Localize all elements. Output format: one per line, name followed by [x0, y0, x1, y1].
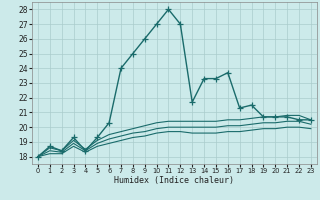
X-axis label: Humidex (Indice chaleur): Humidex (Indice chaleur) [115, 176, 234, 185]
